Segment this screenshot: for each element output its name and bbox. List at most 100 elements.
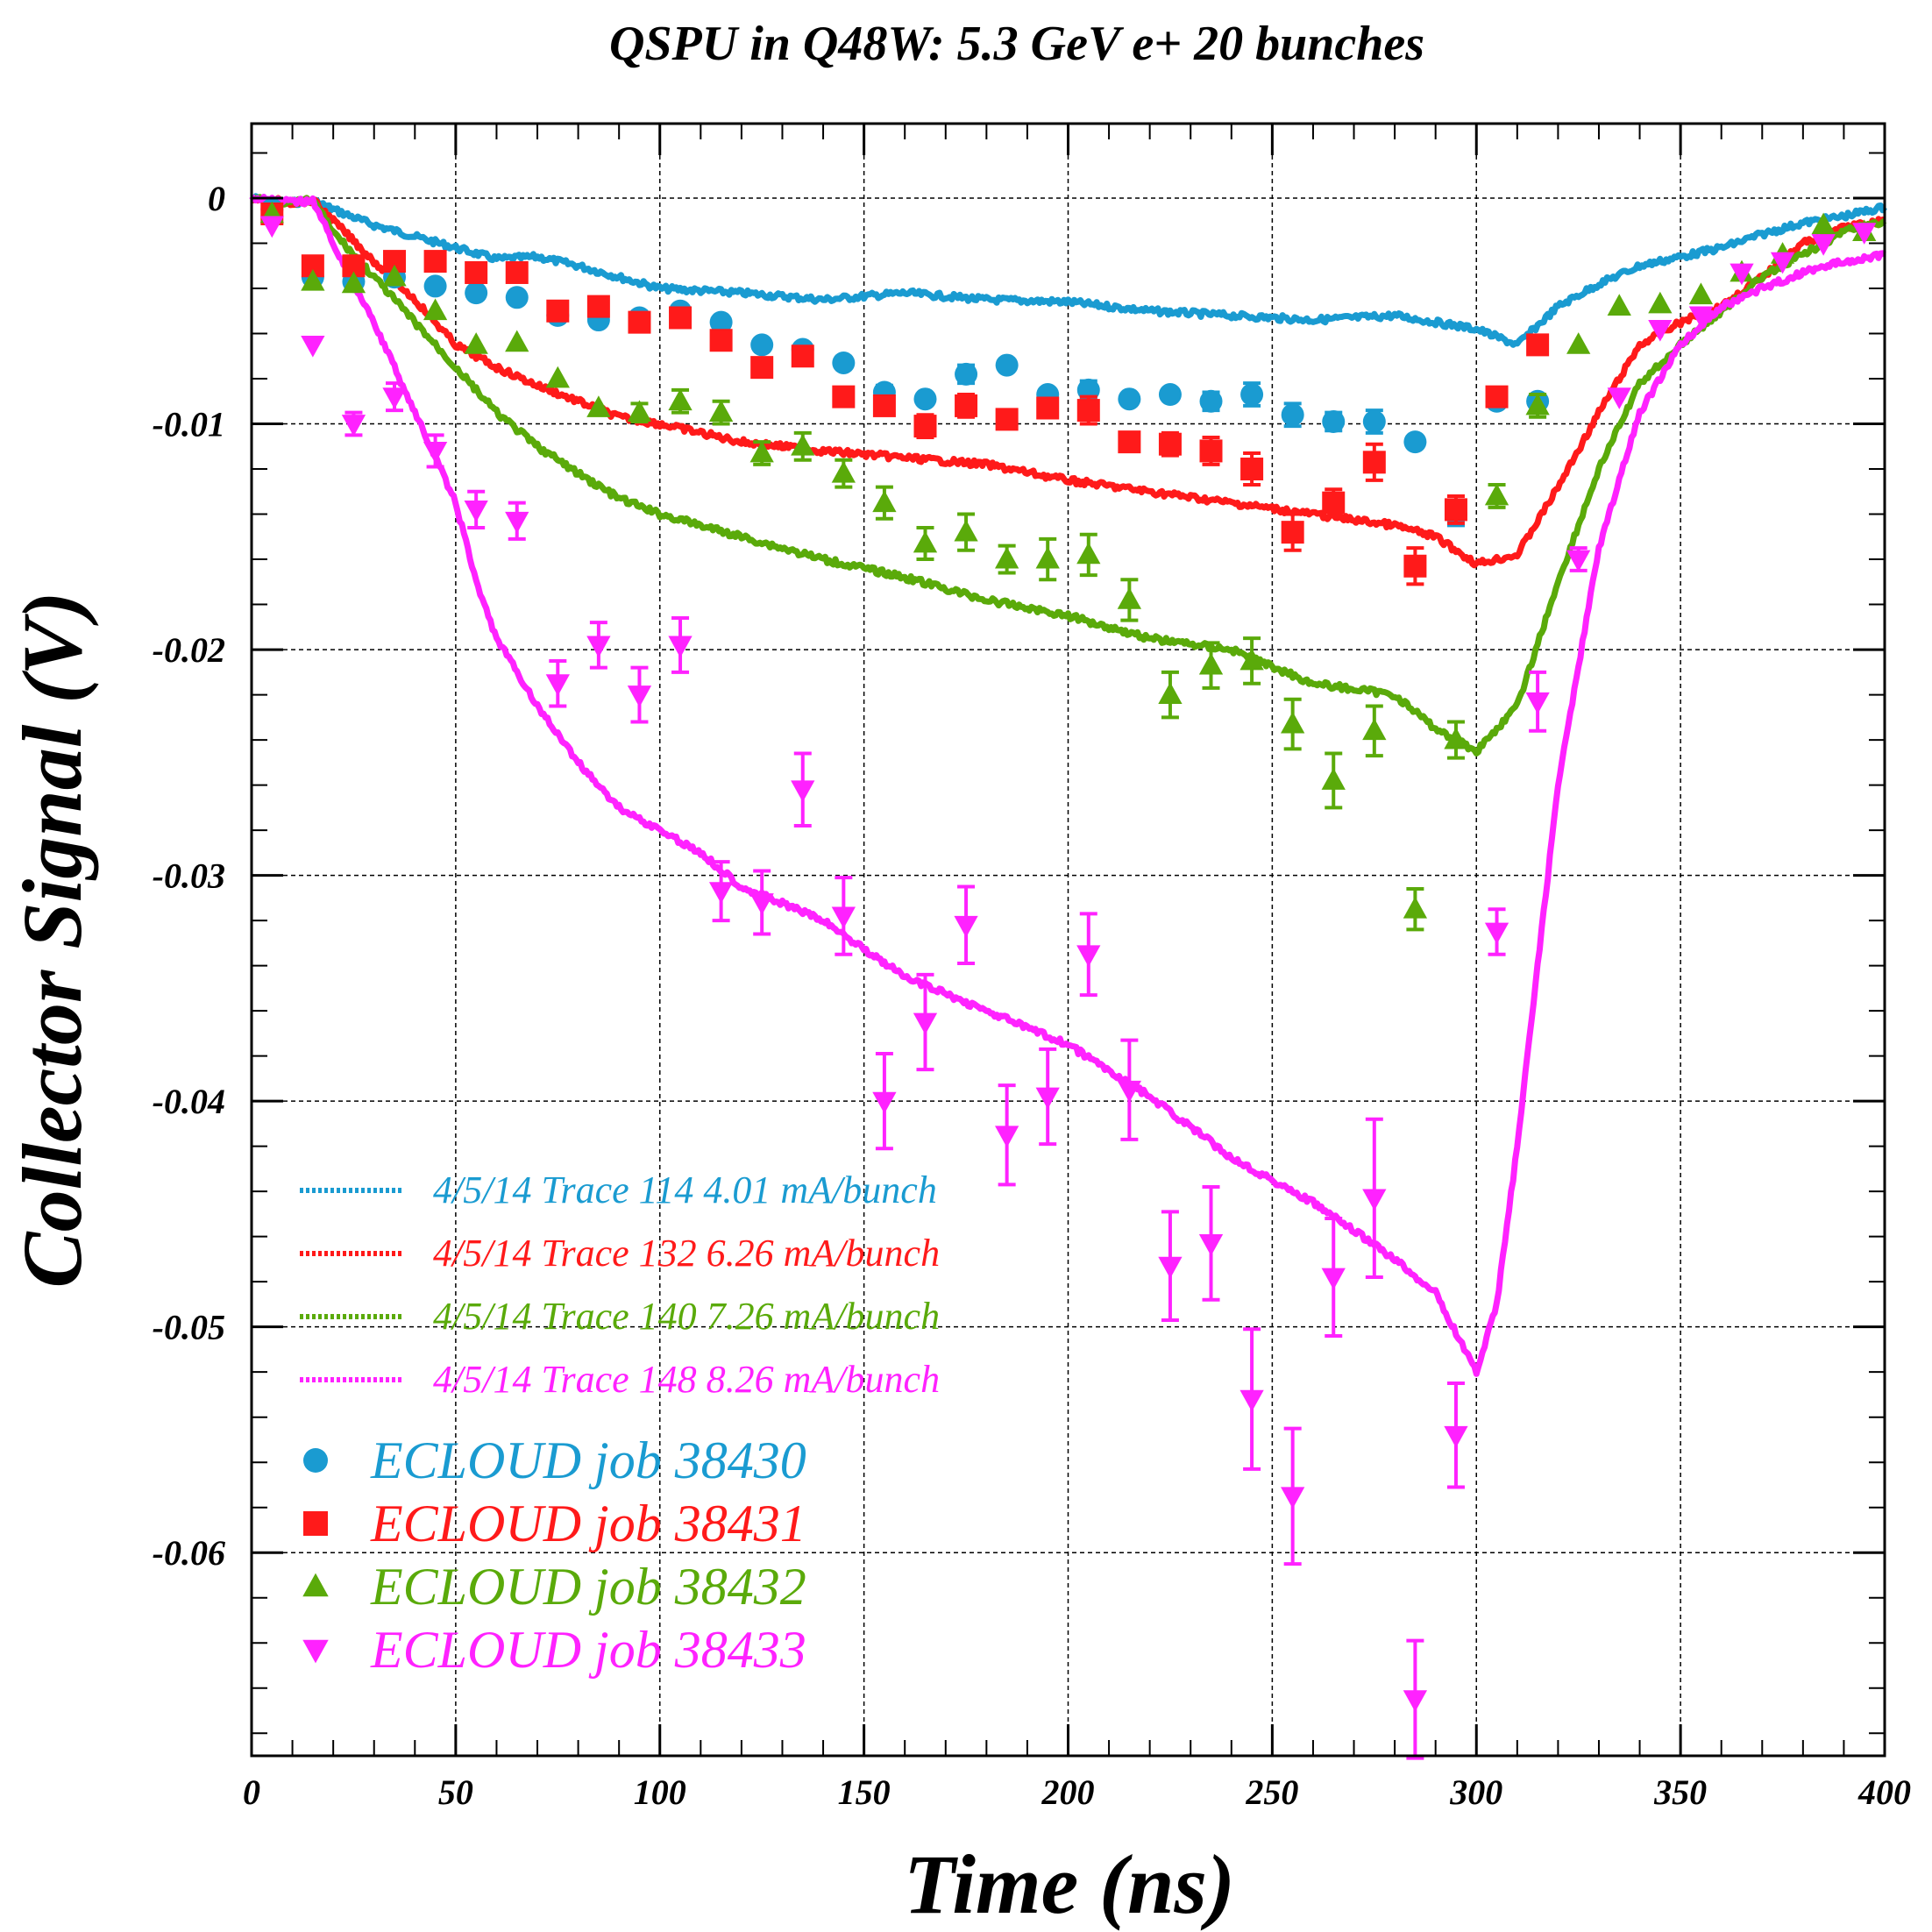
tick-labels: 0 50 100 150 200 250 300 350 400 0 -0.01 -0.02 -0.03… xyxy=(153,179,1911,1812)
data-point xyxy=(708,882,734,904)
data-point xyxy=(465,281,488,305)
data-point xyxy=(954,915,978,938)
data-point xyxy=(1198,1233,1224,1256)
data-point xyxy=(1239,648,1264,671)
legend-label: 4/5/14 Trace 140 7.26 mA/bunch xyxy=(433,1295,940,1338)
data-point xyxy=(750,333,774,357)
legend-label: ECLOUD job 38433 xyxy=(370,1621,806,1679)
data-point xyxy=(1770,252,1795,274)
data-point xyxy=(586,295,610,318)
data-point xyxy=(1648,291,1673,314)
data-point xyxy=(1321,1268,1346,1290)
data-point xyxy=(1322,491,1346,515)
data-point xyxy=(995,353,1019,377)
data-point xyxy=(1362,409,1386,433)
data-point xyxy=(423,250,447,273)
data-point xyxy=(1199,439,1223,463)
data-point xyxy=(1566,550,1591,572)
data-point xyxy=(831,460,856,483)
x-axis-label: Time (ns) xyxy=(904,1837,1235,1931)
data-point xyxy=(423,442,448,464)
y-tick-label: -0.05 xyxy=(153,1308,225,1347)
data-point xyxy=(749,893,774,915)
data-point xyxy=(1199,389,1223,413)
data-point xyxy=(1362,718,1387,741)
x-tick-label: 100 xyxy=(634,1772,686,1812)
data-point xyxy=(913,1012,938,1035)
grid xyxy=(252,124,1885,1756)
x-tick-label: 400 xyxy=(1857,1772,1911,1812)
data-point xyxy=(546,299,570,323)
data-point xyxy=(1811,212,1836,235)
data-point xyxy=(954,519,978,542)
data-point xyxy=(1484,483,1509,506)
data-point xyxy=(1444,727,1468,749)
data-point xyxy=(505,286,529,309)
data-point xyxy=(1281,711,1305,734)
data-point xyxy=(791,344,814,368)
x-tick-label: 0 xyxy=(243,1772,260,1812)
data-point xyxy=(545,366,570,388)
data-point xyxy=(303,1448,328,1473)
data-point xyxy=(1688,282,1714,305)
y-tick-label: -0.04 xyxy=(153,1082,225,1121)
data-point xyxy=(382,264,407,287)
data-point xyxy=(1281,1487,1305,1509)
chart-title: QSPU in Q48W: 5.3 GeV e+ 20 bunches xyxy=(609,17,1424,71)
data-point xyxy=(259,216,284,238)
data-point xyxy=(303,1511,328,1536)
data-point xyxy=(628,310,651,334)
x-tick-label: 250 xyxy=(1245,1772,1298,1812)
data-point xyxy=(708,400,734,423)
series-line xyxy=(249,194,1886,1377)
data-point xyxy=(1117,1080,1142,1103)
data-point xyxy=(1852,223,1877,245)
data-point xyxy=(1403,1690,1428,1712)
simulation-markers xyxy=(259,197,1877,1760)
legend-label: 4/5/14 Trace 114 4.01 mA/bunch xyxy=(433,1168,937,1211)
x-tick-label: 50 xyxy=(438,1772,473,1812)
data-point xyxy=(341,415,366,437)
data-point xyxy=(1076,542,1101,565)
y-tick-label: -0.03 xyxy=(153,856,225,896)
data-point xyxy=(1403,896,1428,919)
data-point xyxy=(1322,409,1346,433)
data-point xyxy=(341,271,366,294)
data-point xyxy=(1117,587,1142,609)
data-point xyxy=(1648,319,1673,342)
data-point xyxy=(1035,1087,1060,1110)
data-point xyxy=(302,1639,329,1664)
data-point xyxy=(464,500,488,522)
y-tick-label: -0.06 xyxy=(153,1533,225,1573)
data-point xyxy=(1158,682,1183,704)
y-tick-label: 0 xyxy=(208,179,225,218)
data-point xyxy=(709,329,733,352)
x-tick-label: 150 xyxy=(838,1772,891,1812)
x-tick-label: 300 xyxy=(1449,1772,1502,1812)
data-point xyxy=(1484,922,1509,945)
data-point xyxy=(1444,498,1467,522)
data-point xyxy=(301,335,325,358)
data-point xyxy=(1118,430,1141,454)
legend-label: ECLOUD job 38430 xyxy=(370,1431,806,1489)
legend: 4/5/14 Trace 114 4.01 mA/bunch 4/5/14 Tra… xyxy=(300,1168,940,1679)
data-point xyxy=(1076,399,1100,423)
data-point xyxy=(1158,1256,1183,1279)
data-point xyxy=(1607,294,1631,316)
legend-label: 4/5/14 Trace 148 8.26 mA/bunch xyxy=(433,1358,940,1401)
data-point xyxy=(1403,554,1427,578)
y-tick-label: -0.02 xyxy=(153,630,225,670)
y-tick-label: -0.01 xyxy=(153,405,225,444)
data-point xyxy=(1485,385,1509,408)
data-point xyxy=(1240,383,1264,407)
data-point xyxy=(872,490,897,513)
data-point xyxy=(668,636,693,658)
data-point xyxy=(1525,393,1550,416)
data-point xyxy=(1036,396,1060,420)
data-point xyxy=(1730,263,1754,286)
data-point xyxy=(832,385,856,408)
data-point xyxy=(1240,458,1264,481)
data-point xyxy=(1198,652,1224,675)
data-point xyxy=(1444,1425,1468,1448)
